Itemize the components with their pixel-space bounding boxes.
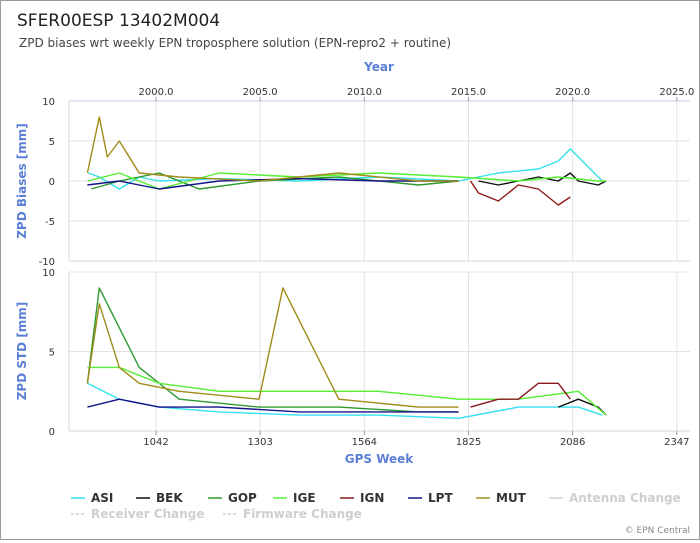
credit-text: © EPN Central <box>625 526 690 536</box>
bias-series-bek <box>478 172 607 186</box>
bias-top-tick-label: 2020.0 <box>555 87 590 98</box>
chart-title: SFER00ESP 13402M004 <box>17 11 220 31</box>
bias-series-lpt <box>87 177 459 190</box>
legend-label-ign: IGN <box>360 491 384 505</box>
std-series-lpt <box>87 398 459 413</box>
bias-series-mut <box>86 116 459 182</box>
bias-y-tick-label: -5 <box>45 217 55 228</box>
bias-top-tick-label: 2005.0 <box>243 87 278 98</box>
bias-series-gop <box>91 172 459 190</box>
legend-label-asi: ASI <box>91 491 113 505</box>
std-series-gop <box>86 287 459 413</box>
legend-label-receiver-change: Receiver Change <box>91 507 205 521</box>
bias-y-tick-label: 5 <box>49 137 55 148</box>
legend: ASI BEK GOP IGE IGN LPT MUT Antenna Change Recei… <box>71 491 681 521</box>
bias-series-group <box>86 116 607 206</box>
std-series-ign <box>470 382 571 408</box>
std-panel: 10 5 0 1042 1303 1564 1825 2086 2347 <box>42 268 690 448</box>
legend-label-mut: MUT <box>496 491 527 505</box>
bias-y-axis-title: ZPD Biases [mm] <box>15 123 29 239</box>
bias-series-ign <box>469 180 571 206</box>
std-bottom-tick-label: 1042 <box>143 437 168 448</box>
legend-label-firmware-change: Firmware Change <box>243 507 362 521</box>
legend-label-bek: BEK <box>156 491 183 505</box>
std-y-tick-label: 5 <box>49 348 55 359</box>
std-series-ige <box>87 366 607 416</box>
std-y-tick-label: 10 <box>42 268 55 279</box>
legend-label-ige: IGE <box>293 491 316 505</box>
bias-y-tick-label: -10 <box>39 257 55 268</box>
std-bottom-tick-label: 1825 <box>456 437 481 448</box>
bias-y-tick-label: 10 <box>42 97 55 108</box>
bias-top-tick-label: 2015.0 <box>451 87 486 98</box>
bias-series-asi <box>87 148 603 190</box>
std-bottom-tick-label: 1303 <box>247 437 272 448</box>
std-series-group <box>86 287 607 419</box>
chart-subtitle: ZPD biases wrt weekly EPN troposphere so… <box>19 36 451 50</box>
std-series-mut <box>86 287 459 408</box>
bias-series-ige <box>87 172 607 190</box>
legend-label-lpt: LPT <box>428 491 453 505</box>
std-bottom-tick-label: 2347 <box>664 437 689 448</box>
std-bottom-tick-label: 2086 <box>560 437 585 448</box>
bias-y-tick-label: 0 <box>49 177 55 188</box>
legend-label-antenna-change: Antenna Change <box>569 491 681 505</box>
std-y-tick-label: 0 <box>49 427 55 438</box>
std-y-axis-title: ZPD STD [mm] <box>15 302 29 401</box>
bias-top-tick-label: 2000.0 <box>139 87 174 98</box>
bias-top-tick-label: 2025.0 <box>659 87 694 98</box>
bias-top-tick-label: 2010.0 <box>347 87 382 98</box>
bias-panel: 10 5 0 -5 -10 2000.0 2005.0 2010.0 2015.0 2020.0 2… <box>39 87 695 268</box>
bottom-x-axis-title: GPS Week <box>345 452 415 466</box>
top-x-axis-title: Year <box>363 60 394 74</box>
legend-label-gop: GOP <box>228 491 257 505</box>
std-bottom-tick-label: 1564 <box>352 437 377 448</box>
